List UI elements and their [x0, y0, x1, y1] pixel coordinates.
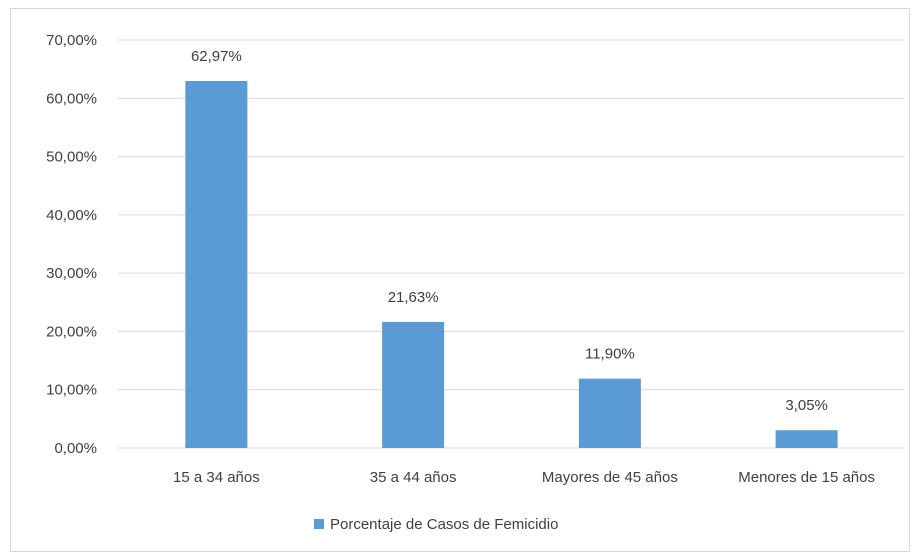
- y-axis-tick-labels: 0,00% 10,00% 20,00% 30,00% 40,00% 50,00% 60,00…: [46, 32, 97, 457]
- x-tick-label: 35 a 44 años: [370, 469, 457, 486]
- x-tick-label: Menores de 15 años: [738, 469, 875, 486]
- y-tick-label: 10,00%: [46, 382, 97, 399]
- legend-swatch: [314, 519, 324, 529]
- data-label: 11,90%: [585, 346, 635, 363]
- data-label: 3,05%: [785, 397, 828, 414]
- bar: [578, 378, 641, 448]
- y-tick-label: 70,00%: [46, 32, 97, 49]
- bars: [185, 80, 838, 448]
- bar: [185, 80, 248, 448]
- y-tick-label: 30,00%: [46, 265, 97, 282]
- legend-label: Porcentaje de Casos de Femicidio: [330, 516, 558, 533]
- bar: [775, 430, 838, 448]
- data-labels: 62,97% 21,63% 11,90% 3,05%: [191, 48, 828, 414]
- x-tick-label: 15 a 34 años: [173, 469, 260, 486]
- y-tick-label: 50,00%: [46, 149, 97, 166]
- bar: [382, 321, 445, 448]
- legend: Porcentaje de Casos de Femicidio: [314, 516, 558, 533]
- data-label: 21,63%: [388, 289, 439, 306]
- y-tick-label: 0,00%: [54, 440, 97, 457]
- y-tick-label: 60,00%: [46, 90, 97, 107]
- data-label: 62,97%: [191, 48, 242, 65]
- y-tick-label: 40,00%: [46, 207, 97, 224]
- y-tick-label: 20,00%: [46, 323, 97, 340]
- gridlines: [118, 39, 905, 449]
- x-tick-label: Mayores de 45 años: [542, 469, 678, 486]
- x-axis-tick-labels: 15 a 34 años 35 a 44 años Mayores de 45 añ…: [173, 469, 875, 486]
